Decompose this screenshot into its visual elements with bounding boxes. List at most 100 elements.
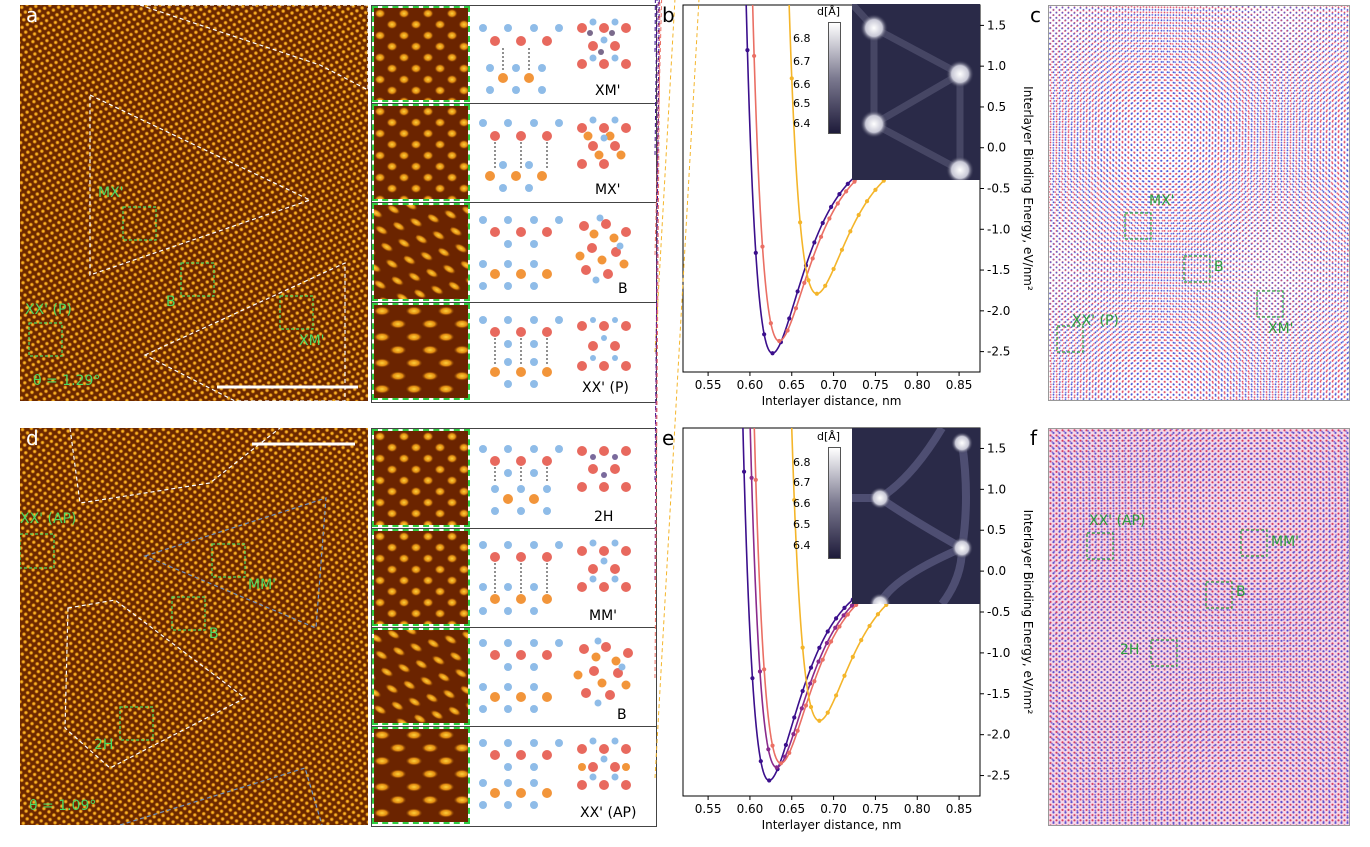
data-point-b-0-11 (787, 316, 792, 321)
data-point-e-3-14 (859, 637, 864, 643)
data-point-b-2-14 (856, 212, 861, 218)
label-c-xm: XM' (1268, 321, 1294, 337)
colorbar-e-tick-1: 6.8 (793, 456, 811, 469)
data-point-e-1-9 (774, 765, 779, 770)
panel-label-b: b (662, 3, 675, 27)
side-view-6 (479, 541, 563, 615)
colorbar-b-tick-1: 6.8 (793, 32, 811, 45)
label-a-xx: XX' (P) (25, 302, 72, 318)
stack-top-label-3: B (618, 281, 628, 297)
data-point-e-1-11 (791, 732, 796, 737)
data-point-b-1-14 (818, 234, 824, 239)
structure-diagrams-bottom (479, 445, 633, 809)
label-f-2h: 2H (1120, 642, 1140, 658)
stack-top-label-4: XX' (P) (582, 380, 629, 396)
x-tick-label-e-6: 0.85 (946, 802, 973, 816)
colorbar-e-tick-5: 6.4 (793, 539, 811, 552)
inset-b (852, 4, 980, 180)
data-point-e-3-9 (817, 718, 822, 723)
label-d-b: B (209, 626, 219, 642)
data-point-e-2-8 (770, 743, 775, 748)
data-point-e-2-11 (795, 728, 800, 733)
connector-e-0 (654, 0, 660, 481)
data-point-b-2-16 (873, 187, 878, 192)
stack-bottom-label-2: MM' (589, 608, 618, 624)
data-point-b-1-18 (852, 179, 857, 184)
thumb-bottom-1 (372, 429, 470, 527)
data-point-e-3-8 (808, 704, 814, 710)
data-point-e-0-7 (750, 676, 755, 681)
x-tick-label-e-5: 0.80 (904, 802, 931, 816)
data-point-e-2-16 (837, 624, 842, 629)
top-view-6 (577, 539, 631, 592)
x-tick-label-b-3: 0.70 (820, 378, 847, 392)
data-point-e-2-17 (845, 612, 850, 617)
y-tick-label-b-1: 1.0 (987, 59, 1006, 73)
data-point-e-2-15 (828, 639, 834, 644)
side-view-4 (479, 316, 563, 388)
panel-label-f: f (1030, 426, 1038, 450)
panel-label-a: a (26, 3, 39, 27)
side-view-7 (479, 639, 563, 713)
label-c-xx: XX' (P) (1072, 313, 1119, 329)
label-c-mx: MX' (1149, 193, 1175, 209)
colorbar-e-tick-2: 6.7 (793, 476, 811, 489)
data-point-b-0-15 (820, 220, 825, 226)
data-point-b-1-6 (752, 53, 757, 59)
y-tick-label-b-8: -2.5 (987, 345, 1010, 359)
y-tick-label-e-8: -2.5 (987, 769, 1010, 783)
data-point-b-1-12 (802, 280, 807, 285)
colorbar-b-tick-3: 6.6 (793, 78, 811, 91)
y-tick-label-e-2: 0.5 (987, 523, 1006, 537)
data-point-e-0-18 (842, 605, 847, 610)
data-point-b-2-8 (806, 278, 811, 283)
data-point-e-3-7 (800, 645, 805, 650)
data-point-b-0-12 (795, 289, 800, 294)
data-point-b-2-10 (823, 283, 828, 288)
colorbar-e-tick-3: 6.6 (793, 497, 811, 510)
x-tick-label-e-1: 0.60 (737, 802, 764, 816)
data-point-b-1-16 (835, 201, 840, 206)
data-point-e-3-12 (842, 673, 847, 678)
data-point-b-1-7 (760, 244, 765, 249)
data-point-b-0-9 (770, 351, 775, 356)
y-tick-label-e-6: -1.5 (987, 687, 1010, 701)
data-point-e-2-9 (778, 761, 783, 766)
label-a-xm: XM' (299, 333, 325, 349)
data-point-e-1-8 (766, 747, 771, 752)
x-axis-label-b: Interlayer distance, nm (762, 394, 902, 408)
x-tick-label-b-5: 0.80 (904, 378, 931, 392)
panel-label-d: d (26, 426, 39, 450)
data-point-e-0-15 (817, 645, 822, 650)
data-point-b-2-13 (848, 229, 853, 234)
top-view-8 (577, 737, 631, 790)
data-point-e-0-6 (741, 469, 747, 474)
data-point-b-1-10 (785, 328, 790, 333)
panel-label-c: c (1030, 3, 1041, 27)
stack-bottom-label-1: 2H (594, 509, 614, 525)
stm-image-a (20, 5, 368, 401)
label-a-mx: MX' (98, 185, 124, 201)
data-point-e-3-16 (875, 612, 881, 617)
y-tick-label-b-5: -1.0 (987, 222, 1010, 236)
panel-label-e: e (662, 426, 675, 450)
data-point-b-1-11 (793, 306, 799, 311)
data-point-e-3-13 (850, 654, 855, 659)
label-f-mm: MM' (1271, 534, 1300, 550)
data-point-e-2-14 (820, 657, 825, 662)
theta-d: θ = 1.09° (29, 798, 97, 814)
x-tick-label-e-0: 0.55 (695, 802, 722, 816)
top-view-7 (573, 637, 633, 707)
x-tick-label-e-3: 0.70 (820, 802, 847, 816)
data-point-e-0-9 (767, 778, 772, 783)
data-point-e-3-6 (792, 497, 797, 503)
data-point-b-0-17 (837, 191, 842, 197)
label-d-2h: 2H (94, 737, 114, 753)
thumb-top-4 (372, 303, 470, 400)
y-tick-label-b-6: -1.5 (987, 263, 1010, 277)
label-d-mm: MM' (248, 577, 277, 593)
data-point-e-1-18 (849, 603, 855, 608)
y-tick-label-b-7: -2.0 (987, 304, 1010, 318)
data-point-b-1-15 (827, 216, 832, 221)
colorbar-e-title: d[Å] (817, 430, 841, 443)
